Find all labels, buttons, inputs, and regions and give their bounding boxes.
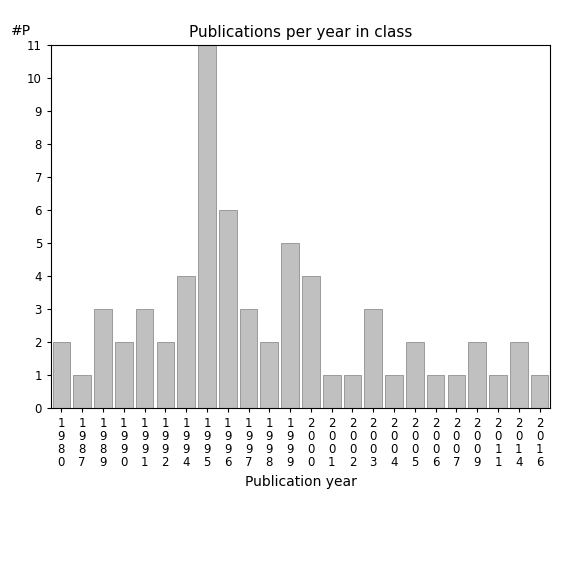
Bar <box>115 342 133 408</box>
Bar <box>531 375 548 408</box>
Bar <box>136 309 154 408</box>
Bar <box>427 375 445 408</box>
Bar <box>156 342 174 408</box>
Bar <box>510 342 528 408</box>
Bar <box>489 375 507 408</box>
Text: #P: #P <box>11 24 31 38</box>
Bar <box>73 375 91 408</box>
Bar <box>468 342 486 408</box>
Bar <box>260 342 278 408</box>
Bar <box>94 309 112 408</box>
Bar <box>406 342 424 408</box>
Bar <box>219 210 236 408</box>
Bar <box>447 375 466 408</box>
Bar <box>385 375 403 408</box>
X-axis label: Publication year: Publication year <box>244 475 357 489</box>
Bar <box>302 276 320 408</box>
Bar <box>53 342 70 408</box>
Title: Publications per year in class: Publications per year in class <box>189 25 412 40</box>
Bar <box>323 375 341 408</box>
Bar <box>240 309 257 408</box>
Bar <box>177 276 195 408</box>
Bar <box>198 45 216 408</box>
Bar <box>344 375 361 408</box>
Bar <box>365 309 382 408</box>
Bar <box>281 243 299 408</box>
